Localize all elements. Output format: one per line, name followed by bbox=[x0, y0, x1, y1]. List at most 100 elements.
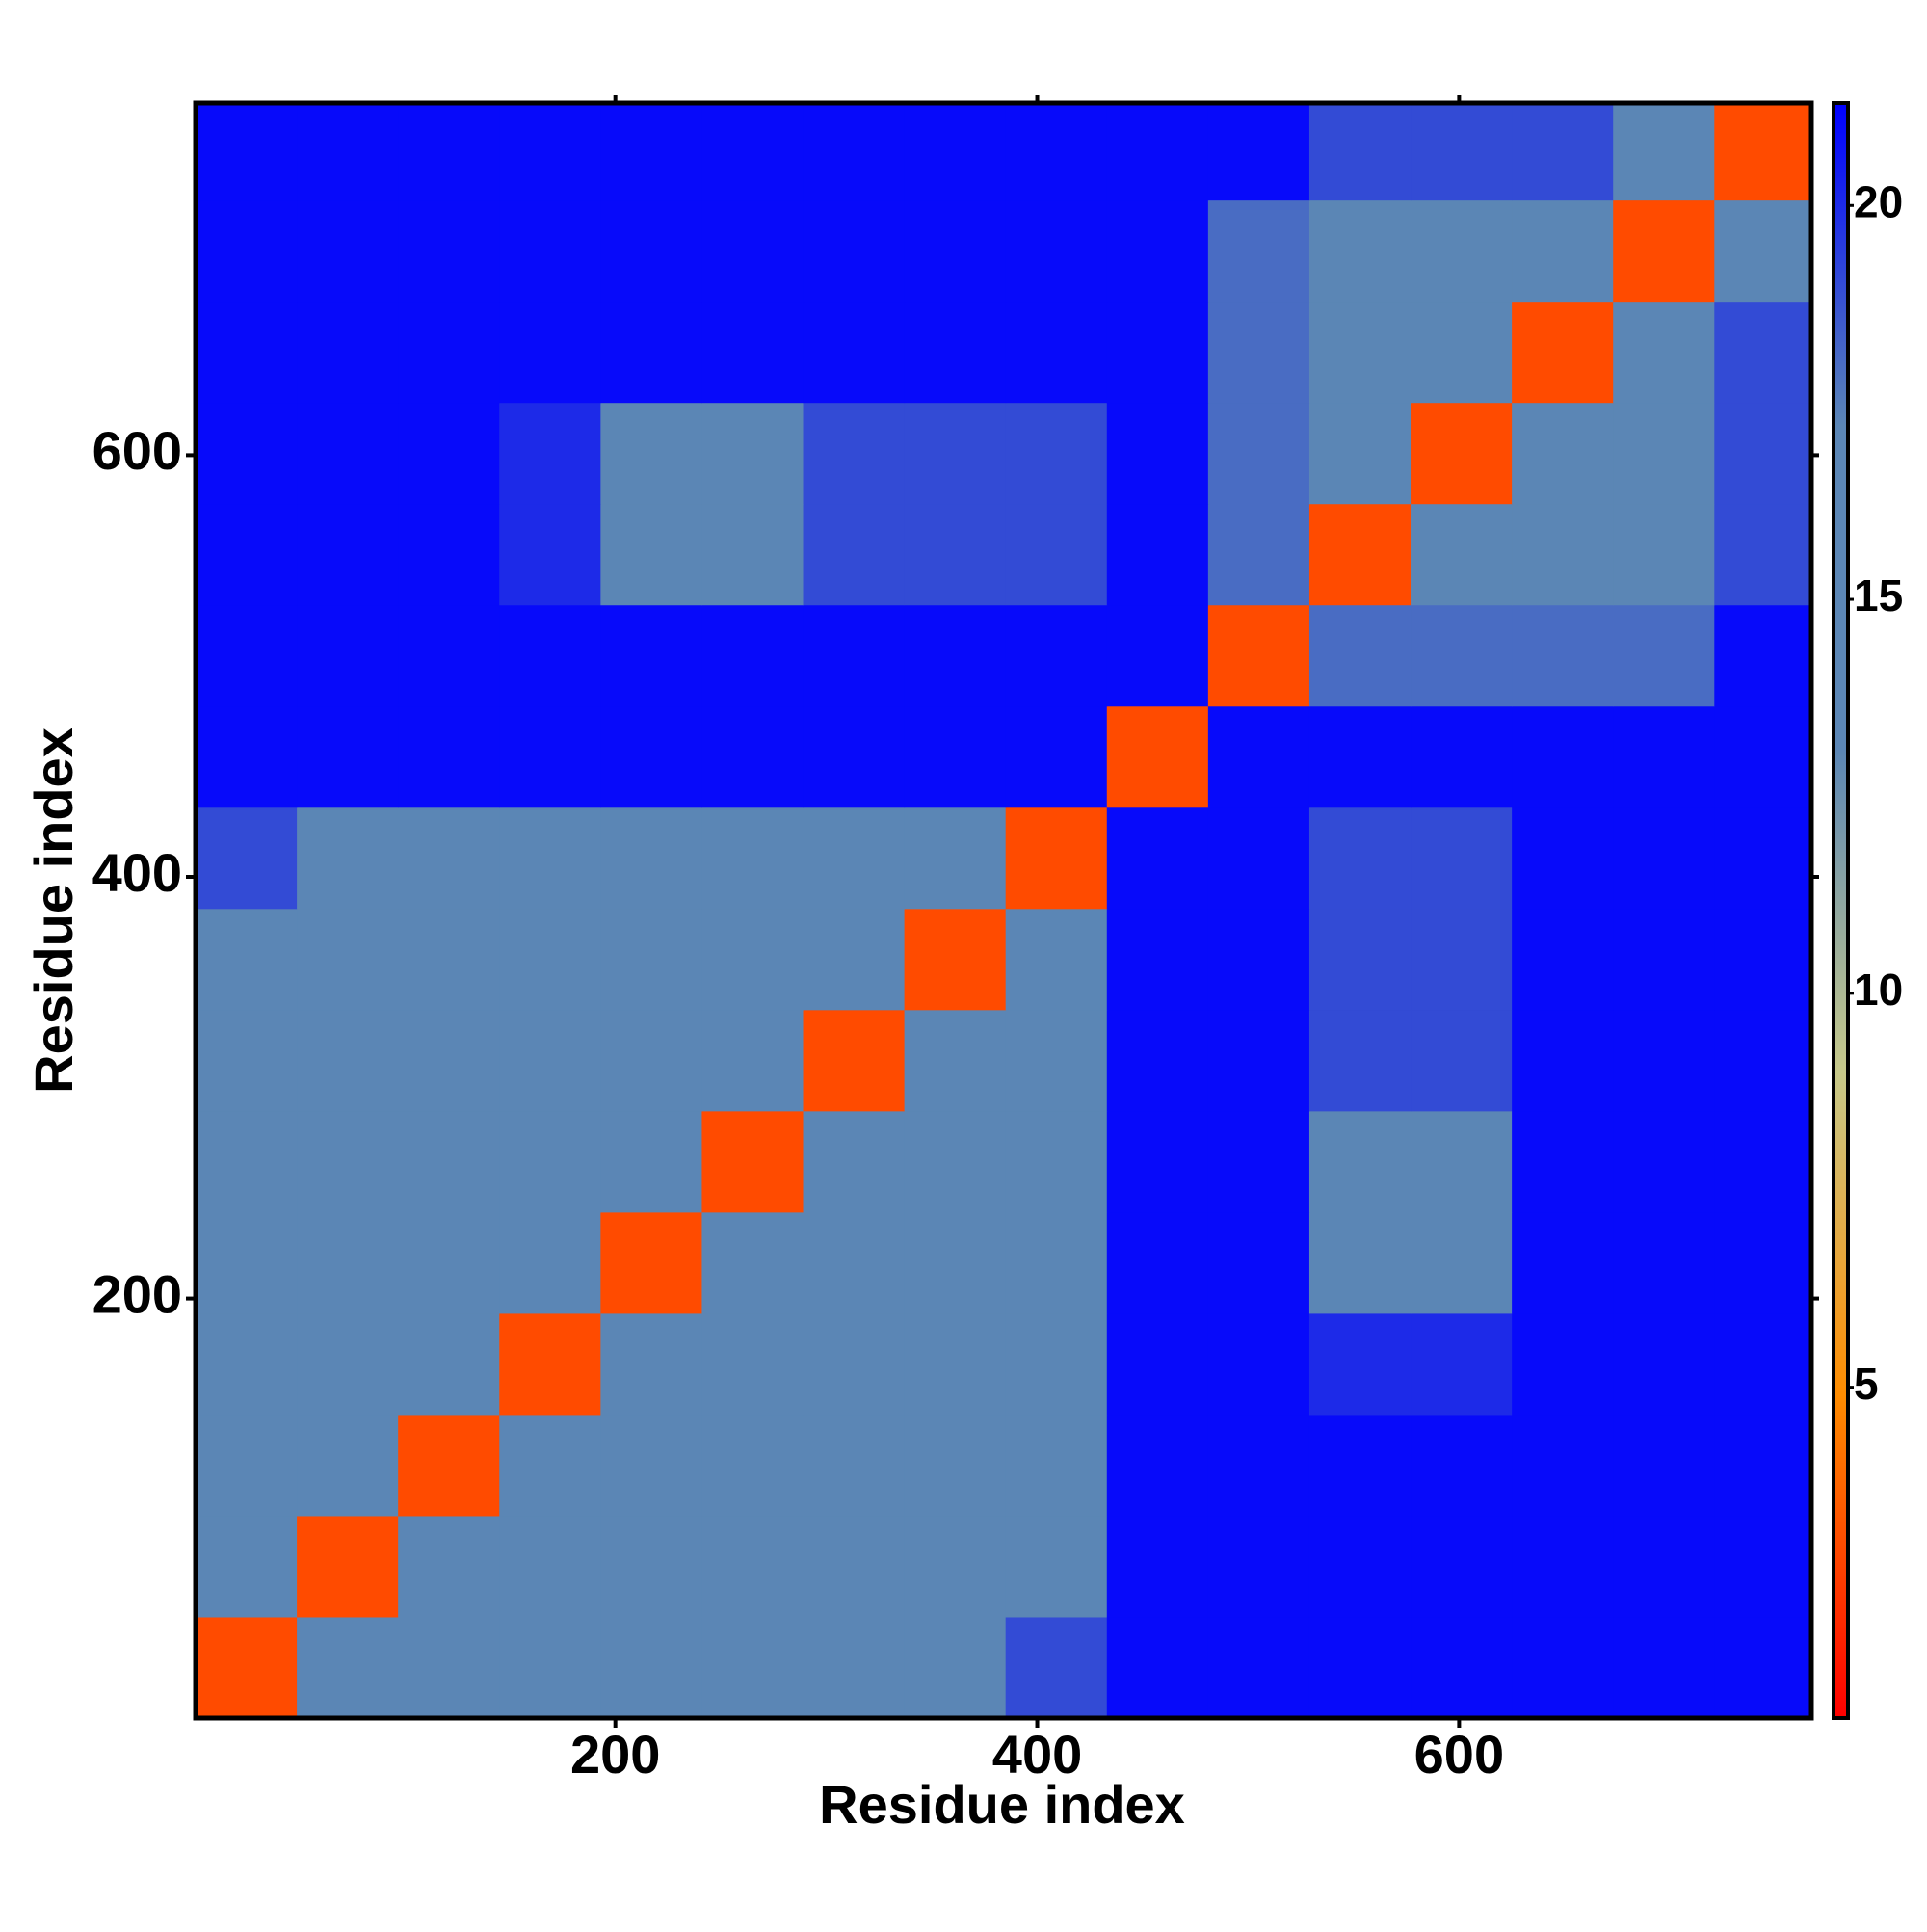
heatmap-cell bbox=[1411, 807, 1513, 910]
heatmap-cell bbox=[1613, 1211, 1715, 1314]
heatmap-cell bbox=[398, 908, 500, 1011]
heatmap-cell bbox=[1207, 1211, 1310, 1314]
heatmap-cell bbox=[1207, 1009, 1310, 1112]
heatmap-cell bbox=[196, 503, 298, 606]
heatmap-cell bbox=[1207, 503, 1310, 606]
heatmap-cell bbox=[803, 301, 906, 404]
colorbar-tick-label: 15 bbox=[1854, 570, 1903, 621]
heatmap-cell bbox=[196, 705, 298, 808]
heatmap-cell bbox=[803, 807, 906, 910]
heatmap-cell bbox=[1411, 301, 1513, 404]
heatmap-cell bbox=[499, 1211, 601, 1314]
heatmap-cell bbox=[600, 301, 702, 404]
heatmap-cell bbox=[297, 1110, 399, 1213]
plot-frame bbox=[193, 100, 1814, 1721]
heatmap-cell bbox=[600, 705, 702, 808]
heatmap-cell bbox=[1512, 1110, 1614, 1213]
heatmap-cell bbox=[398, 503, 500, 606]
heatmap-cell bbox=[803, 1616, 906, 1719]
heatmap-cell bbox=[297, 1211, 399, 1314]
heatmap-cell bbox=[499, 103, 601, 201]
heatmap-cell bbox=[1714, 1312, 1812, 1416]
heatmap-cell bbox=[600, 1616, 702, 1719]
heatmap-cell bbox=[701, 1515, 805, 1618]
heatmap-cell bbox=[803, 1515, 906, 1618]
heatmap-cell bbox=[297, 604, 399, 707]
heatmap-cell bbox=[1106, 1312, 1209, 1416]
heatmap-cell bbox=[1207, 1616, 1310, 1719]
heatmap-cell bbox=[1411, 908, 1513, 1011]
heatmap-cell bbox=[1005, 1110, 1108, 1213]
heatmap-cell bbox=[1308, 503, 1412, 606]
heatmap-cell bbox=[803, 1110, 906, 1213]
heatmap-cell bbox=[1005, 1616, 1108, 1719]
heatmap-cell bbox=[1411, 1110, 1513, 1213]
heatmap-cell bbox=[1005, 604, 1108, 707]
heatmap-cell bbox=[1411, 199, 1513, 303]
heatmap-cell bbox=[1613, 705, 1715, 808]
heatmap-cell bbox=[1005, 807, 1108, 910]
heatmap-cell bbox=[499, 1009, 601, 1112]
heatmap-cell bbox=[398, 1110, 500, 1213]
heatmap-cell bbox=[398, 199, 500, 303]
heatmap-cell bbox=[1207, 807, 1310, 910]
colorbar-tick-label: 5 bbox=[1854, 1359, 1879, 1409]
heatmap-cell bbox=[499, 705, 601, 808]
heatmap-cell bbox=[297, 103, 399, 201]
heatmap-cell bbox=[904, 604, 1007, 707]
heatmap-cell bbox=[904, 1009, 1007, 1112]
heatmap-cell bbox=[1005, 1414, 1108, 1517]
y-tick-label: 200 bbox=[92, 1263, 182, 1324]
heatmap-cell bbox=[1512, 199, 1614, 303]
heatmap-cell bbox=[499, 1616, 601, 1719]
heatmap-cell bbox=[904, 1110, 1007, 1213]
heatmap-cell bbox=[600, 1211, 702, 1314]
heatmap-cell bbox=[1411, 1414, 1513, 1517]
heatmap-cell bbox=[701, 103, 805, 201]
heatmap-cell bbox=[297, 1515, 399, 1618]
heatmap-cell bbox=[1613, 503, 1715, 606]
heatmap-cell bbox=[1308, 1616, 1412, 1719]
heatmap-cell bbox=[1207, 705, 1310, 808]
colorbar-tick-label: 20 bbox=[1854, 176, 1903, 226]
heatmap-cell bbox=[1005, 402, 1108, 505]
heatmap-cell bbox=[499, 1414, 601, 1517]
colorbar bbox=[1832, 101, 1850, 1720]
heatmap-cell bbox=[1308, 604, 1412, 707]
heatmap-cell bbox=[1207, 402, 1310, 505]
heatmap-cell bbox=[1613, 807, 1715, 910]
heatmap-cell bbox=[600, 1009, 702, 1112]
heatmap-cell bbox=[297, 1616, 399, 1719]
heatmap-cell bbox=[1714, 1009, 1812, 1112]
heatmap-cell bbox=[196, 402, 298, 505]
heatmap-cell bbox=[1308, 1211, 1412, 1314]
heatmap-cell bbox=[297, 503, 399, 606]
heatmap-cell bbox=[1411, 1211, 1513, 1314]
heatmap-cell bbox=[1207, 199, 1310, 303]
heatmap-cell bbox=[196, 199, 298, 303]
heatmap-cell bbox=[904, 301, 1007, 404]
heatmap-cell bbox=[1207, 301, 1310, 404]
heatmap-cell bbox=[1714, 908, 1812, 1011]
heatmap-cell bbox=[196, 908, 298, 1011]
heatmap-cell bbox=[904, 807, 1007, 910]
heatmap-cell bbox=[1005, 1515, 1108, 1618]
heatmap-cell bbox=[398, 604, 500, 707]
heatmap-cell bbox=[1106, 503, 1209, 606]
heatmap-cell bbox=[499, 503, 601, 606]
heatmap-cell bbox=[1512, 604, 1614, 707]
heatmap-cell bbox=[1308, 199, 1412, 303]
heatmap-cell bbox=[1005, 103, 1108, 201]
heatmap-cell bbox=[1106, 402, 1209, 505]
heatmap-cell bbox=[1207, 1515, 1310, 1618]
heatmap-cell bbox=[904, 503, 1007, 606]
heatmap-cell bbox=[904, 1616, 1007, 1719]
heatmap-cell bbox=[600, 1515, 702, 1618]
heatmap-cell bbox=[1005, 301, 1108, 404]
heatmap-cell bbox=[1714, 402, 1812, 505]
heatmap-cell bbox=[701, 1110, 805, 1213]
heatmap-cell bbox=[1106, 199, 1209, 303]
heatmap-cell bbox=[600, 604, 702, 707]
heatmap-cell bbox=[803, 1312, 906, 1416]
x-tick-label: 200 bbox=[570, 1724, 660, 1785]
